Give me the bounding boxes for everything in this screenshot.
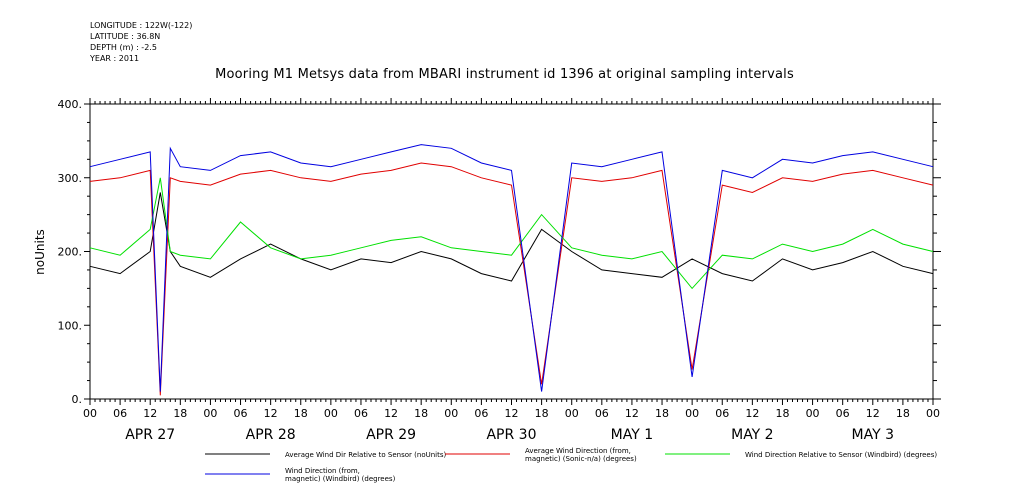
day-label: MAY 3 xyxy=(852,427,894,443)
day-label: APR 28 xyxy=(246,427,296,443)
x-tick-label: 00 xyxy=(324,407,338,420)
latitude-label: LATITUDE : 36.8N xyxy=(90,32,161,41)
y-tick-label: 400. xyxy=(58,98,83,111)
x-tick-label: 06 xyxy=(715,407,729,420)
legend-label: Average Wind Dir Relative to Sensor (noU… xyxy=(285,451,446,459)
legend-label: magnetic) (Windbird) (degrees) xyxy=(285,475,396,483)
x-tick-label: 06 xyxy=(234,407,248,420)
y-tick-label: 0. xyxy=(72,393,83,406)
x-tick-label: 06 xyxy=(474,407,488,420)
x-tick-label: 12 xyxy=(866,407,880,420)
x-tick-label: 18 xyxy=(173,407,187,420)
x-tick-label: 06 xyxy=(836,407,850,420)
legend: Average Wind Dir Relative to Sensor (noU… xyxy=(205,447,937,483)
series-line-3 xyxy=(89,177,934,290)
y-tick-label: 300. xyxy=(58,172,83,185)
day-label: MAY 2 xyxy=(731,427,773,443)
x-tick-label: 18 xyxy=(414,407,428,420)
chart-title: Mooring M1 Metsys data from MBARI instru… xyxy=(215,67,794,82)
metadata-block: LONGITUDE : 122W(-122) LATITUDE : 36.8N … xyxy=(90,20,192,64)
x-tick-label: 18 xyxy=(294,407,308,420)
legend-label: magnetic) (Sonic-n/a) (degrees) xyxy=(525,455,637,463)
y-tick-label: 200. xyxy=(58,246,83,259)
day-label: APR 27 xyxy=(125,427,175,443)
x-tick-label: 12 xyxy=(505,407,519,420)
x-tick-label: 00 xyxy=(565,407,579,420)
series-layer xyxy=(89,144,934,396)
x-tick-label: 18 xyxy=(655,407,669,420)
y-axis-label: noUnits xyxy=(33,229,47,275)
longitude-label: LONGITUDE : 122W(-122) xyxy=(90,21,193,30)
day-label: APR 29 xyxy=(366,427,416,443)
x-tick-label: 12 xyxy=(143,407,157,420)
year-label: YEAR : 2011 xyxy=(90,54,140,63)
series-line-4 xyxy=(89,144,934,392)
day-label: APR 30 xyxy=(486,427,536,443)
x-tick-label: 18 xyxy=(535,407,549,420)
x-tick-label: 12 xyxy=(264,407,278,420)
day-label: MAY 1 xyxy=(611,427,653,443)
x-tick-label: 18 xyxy=(896,407,910,420)
depth-label: DEPTH (m) : -2.5 xyxy=(90,43,157,52)
legend-label: Wind Direction Relative to Sensor (Windb… xyxy=(745,451,937,459)
x-tick-label: 12 xyxy=(745,407,759,420)
series-line-2 xyxy=(89,162,934,396)
x-tick-label: 00 xyxy=(444,407,458,420)
x-tick-label: 00 xyxy=(83,407,97,420)
x-tick-label: 06 xyxy=(113,407,127,420)
x-tick-label: 06 xyxy=(354,407,368,420)
x-tick-label: 18 xyxy=(775,407,789,420)
axes-layer: 0. 100. 200. 300. 400. 00 06 12 18 00 06 12 18 00 06 12… xyxy=(58,98,941,443)
legend-label: Average Wind Direction (from, xyxy=(525,447,631,455)
x-tick-label: 00 xyxy=(203,407,217,420)
x-tick-label: 12 xyxy=(384,407,398,420)
series-line-1 xyxy=(89,192,934,282)
y-tick-label: 100. xyxy=(58,319,83,332)
x-tick-label: 00 xyxy=(685,407,699,420)
x-tick-label: 12 xyxy=(625,407,639,420)
legend-label: Wind Direction (from, xyxy=(285,467,360,475)
x-tick-label: 00 xyxy=(926,407,940,420)
x-tick-label: 00 xyxy=(806,407,820,420)
x-tick-label: 06 xyxy=(595,407,609,420)
